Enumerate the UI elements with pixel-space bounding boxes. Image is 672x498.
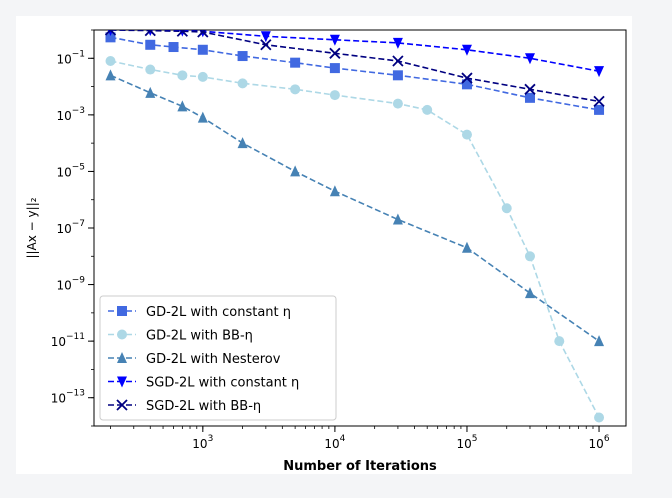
data-point: [260, 39, 272, 51]
legend-label: SGD-2L with constant η: [146, 376, 299, 391]
legend-marker: [117, 329, 127, 340]
data-point: [105, 56, 116, 67]
data-point: [290, 165, 301, 177]
y-tick-label: 10−5: [56, 162, 85, 179]
data-point: [461, 44, 472, 56]
series-line: [110, 30, 600, 72]
data-point: [105, 69, 116, 81]
data-point: [524, 53, 535, 65]
data-point: [329, 90, 340, 101]
data-point: [290, 57, 301, 68]
data-point: [197, 44, 208, 55]
data-point: [105, 32, 116, 43]
series-line: [110, 30, 600, 103]
data-point: [392, 70, 403, 81]
legend-label: GD-2L with constant η: [146, 305, 291, 320]
data-point: [237, 137, 248, 149]
data-point: [176, 30, 188, 37]
data-point: [594, 412, 605, 423]
legend-marker: [116, 399, 128, 411]
data-point: [461, 79, 472, 90]
data-point: [329, 34, 340, 46]
data-point: [594, 66, 605, 78]
y-tick-label: 10−3: [56, 106, 85, 123]
series-line: [110, 36, 600, 111]
data-point: [197, 111, 208, 123]
y-tick-label: 10−11: [51, 332, 85, 349]
data-point: [197, 30, 209, 38]
legend-label: GD-2L with Nesterov: [146, 352, 281, 367]
data-point: [329, 63, 340, 74]
legend-marker: [117, 352, 127, 363]
legend-marker: [117, 306, 127, 316]
data-point: [524, 83, 536, 95]
data-point: [594, 335, 605, 347]
legend-box: [99, 295, 337, 421]
y-axis-title: ||Ax − y||₂: [25, 197, 39, 258]
data-point: [461, 129, 472, 140]
data-point: [554, 336, 565, 347]
data-point: [524, 287, 535, 299]
data-point: [237, 51, 248, 62]
legend-marker: [117, 376, 127, 388]
data-point: [144, 30, 156, 37]
data-point: [168, 42, 179, 53]
x-tick-label: 106: [589, 434, 610, 451]
data-point: [145, 64, 156, 75]
x-tick-label: 105: [456, 434, 477, 451]
legend-label: GD-2L with BB-η: [146, 329, 253, 344]
data-point: [197, 71, 208, 82]
data-point: [594, 104, 605, 115]
y-tick-label: 10−13: [51, 389, 85, 406]
x-tick-label: 104: [324, 434, 345, 451]
x-tick-label: 103: [192, 434, 213, 451]
data-point: [392, 55, 404, 67]
data-point: [392, 98, 403, 109]
y-tick-label: 10−1: [56, 49, 85, 66]
data-point: [177, 70, 188, 81]
chart-card: 10−1 10−3 10−5 10−7 10−9 10−11 10−13 103 104 105 1…: [16, 16, 632, 474]
data-point: [260, 31, 271, 43]
x-axis-title: Number of Iterations: [283, 459, 437, 474]
y-tick-label: 10−9: [56, 276, 85, 293]
data-point: [392, 37, 403, 49]
y-tick-label: 10−7: [56, 219, 85, 236]
data-point: [461, 72, 473, 84]
data-point: [329, 47, 341, 59]
data-point: [392, 213, 403, 225]
data-point: [104, 30, 117, 36]
data-point: [177, 100, 188, 112]
data-point: [290, 84, 301, 95]
data-point: [524, 92, 535, 103]
data-point: [524, 251, 535, 262]
loss-chart: 10−1 10−3 10−5 10−7 10−9 10−11 10−13 103 104 105 1…: [25, 29, 627, 474]
data-point: [237, 78, 248, 89]
data-point: [329, 185, 340, 197]
data-point: [145, 86, 156, 98]
data-point: [593, 95, 605, 107]
data-point: [422, 104, 433, 115]
legend-label: SGD-2L with BB-η: [146, 399, 261, 414]
data-point: [461, 241, 472, 253]
data-point: [145, 39, 156, 50]
data-point: [501, 203, 512, 214]
